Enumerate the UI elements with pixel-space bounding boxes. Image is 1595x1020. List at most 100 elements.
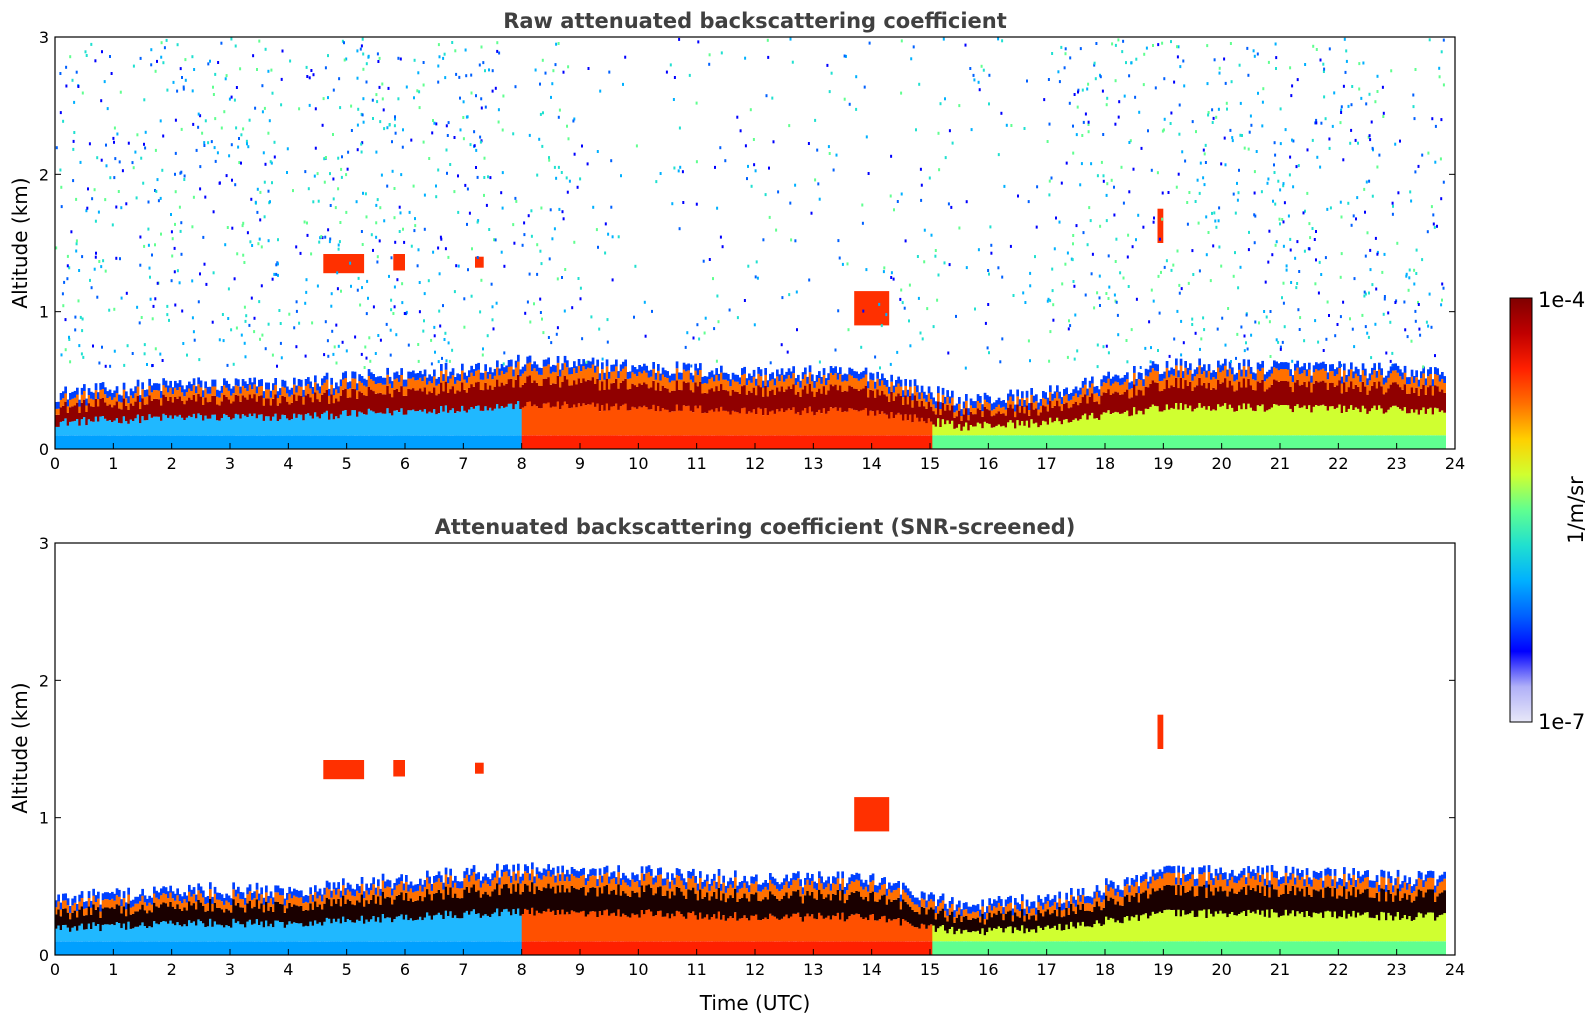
heatmap-cell <box>1016 396 1019 405</box>
noise-point <box>389 328 392 332</box>
heatmap-cell <box>1310 392 1313 413</box>
noise-point <box>807 142 810 145</box>
noise-point <box>267 189 270 193</box>
noise-point <box>59 111 62 115</box>
heatmap-cell <box>176 398 179 417</box>
heatmap-cell <box>353 389 357 411</box>
heatmap-cell <box>937 435 940 449</box>
noise-point <box>1243 334 1246 338</box>
heatmap-cell <box>1427 435 1430 449</box>
heatmap-cell <box>384 413 387 436</box>
noise-point <box>1186 222 1189 226</box>
heatmap-cell <box>575 384 578 408</box>
heatmap-cell <box>554 372 557 384</box>
heatmap-cell <box>458 381 462 392</box>
noise-point <box>1247 147 1250 151</box>
heatmap-cell <box>1179 435 1183 449</box>
heatmap-cell <box>673 380 676 391</box>
heatmap-cell <box>71 406 74 422</box>
heatmap-cell <box>860 372 863 380</box>
heatmap-cell <box>444 362 448 370</box>
heatmap-cell <box>1408 377 1411 384</box>
noise-point <box>337 344 340 348</box>
heatmap-cell <box>482 379 485 391</box>
heatmap-cell <box>337 401 340 419</box>
noise-point <box>919 167 922 171</box>
heatmap-cell <box>57 435 60 449</box>
heatmap-cell <box>951 435 954 449</box>
heatmap-cell <box>391 397 394 416</box>
noise-point <box>1325 337 1328 341</box>
heatmap-cell <box>197 384 200 394</box>
heatmap-cell <box>955 416 959 428</box>
heatmap-cell <box>1210 389 1213 411</box>
noise-point <box>561 276 563 279</box>
noise-point <box>695 202 698 206</box>
heatmap-cell <box>405 435 408 449</box>
heatmap-cell <box>636 369 639 377</box>
heatmap-cell <box>857 411 861 436</box>
heatmap-cell <box>57 408 60 415</box>
heatmap-cell <box>1401 435 1404 449</box>
heatmap-cell <box>1380 375 1383 387</box>
noise-point <box>530 234 533 238</box>
noise-point <box>659 172 662 175</box>
heatmap-cell <box>545 403 548 436</box>
heatmap-cell <box>932 411 935 425</box>
heatmap-cell <box>993 435 996 449</box>
noise-point <box>1334 334 1337 338</box>
heatmap-cell <box>869 410 872 436</box>
heatmap-cell <box>1282 435 1285 449</box>
x-tick-label: 18 <box>1095 454 1115 473</box>
heatmap-cell <box>995 413 998 426</box>
noise-point <box>942 37 945 41</box>
heatmap-cell <box>129 907 133 915</box>
heatmap-cell <box>335 382 338 390</box>
heatmap-cell <box>118 905 121 923</box>
noise-point <box>601 357 604 361</box>
heatmap-cell <box>237 435 240 449</box>
heatmap-cell <box>1438 374 1442 382</box>
y-axis-label: Altitude (km) <box>8 177 32 308</box>
noise-point <box>1084 112 1087 116</box>
heatmap-cell <box>925 435 928 449</box>
heatmap-cell <box>428 435 431 449</box>
heatmap-cell <box>461 435 464 449</box>
heatmap-cell <box>62 405 65 422</box>
heatmap-cell <box>699 370 702 382</box>
heatmap-cell <box>239 401 242 419</box>
noise-point <box>1105 292 1108 295</box>
heatmap-cell <box>832 386 835 409</box>
noise-point <box>298 321 301 325</box>
heatmap-cell <box>1424 435 1428 449</box>
noise-point <box>1184 159 1187 163</box>
heatmap-cell <box>552 371 555 384</box>
noise-point <box>108 308 111 312</box>
heatmap-cell <box>493 375 497 387</box>
noise-point <box>1440 118 1443 122</box>
heatmap-cell <box>682 381 686 406</box>
noise-point <box>475 166 477 169</box>
noise-point <box>92 344 94 348</box>
noise-point <box>1076 349 1079 353</box>
heatmap-cell <box>321 435 324 449</box>
noise-point <box>900 288 903 292</box>
heatmap-cell <box>1011 401 1015 409</box>
heatmap-cell <box>1116 375 1120 383</box>
heatmap-cell <box>328 419 331 436</box>
heatmap-cell <box>773 435 777 449</box>
noise-point <box>1366 231 1369 235</box>
noise-point <box>724 159 727 163</box>
heatmap-cell <box>1359 435 1362 449</box>
heatmap-cell <box>881 435 884 449</box>
noise-point <box>934 249 937 252</box>
noise-point <box>480 45 483 49</box>
heatmap-cell <box>157 383 161 391</box>
heatmap-cell <box>944 396 947 404</box>
heatmap-cell <box>374 413 378 436</box>
heatmap-cell <box>1238 362 1241 370</box>
noise-point <box>350 104 353 108</box>
heatmap-cell <box>1191 411 1194 436</box>
heatmap-cell <box>225 415 228 436</box>
heatmap-cell <box>185 392 189 401</box>
